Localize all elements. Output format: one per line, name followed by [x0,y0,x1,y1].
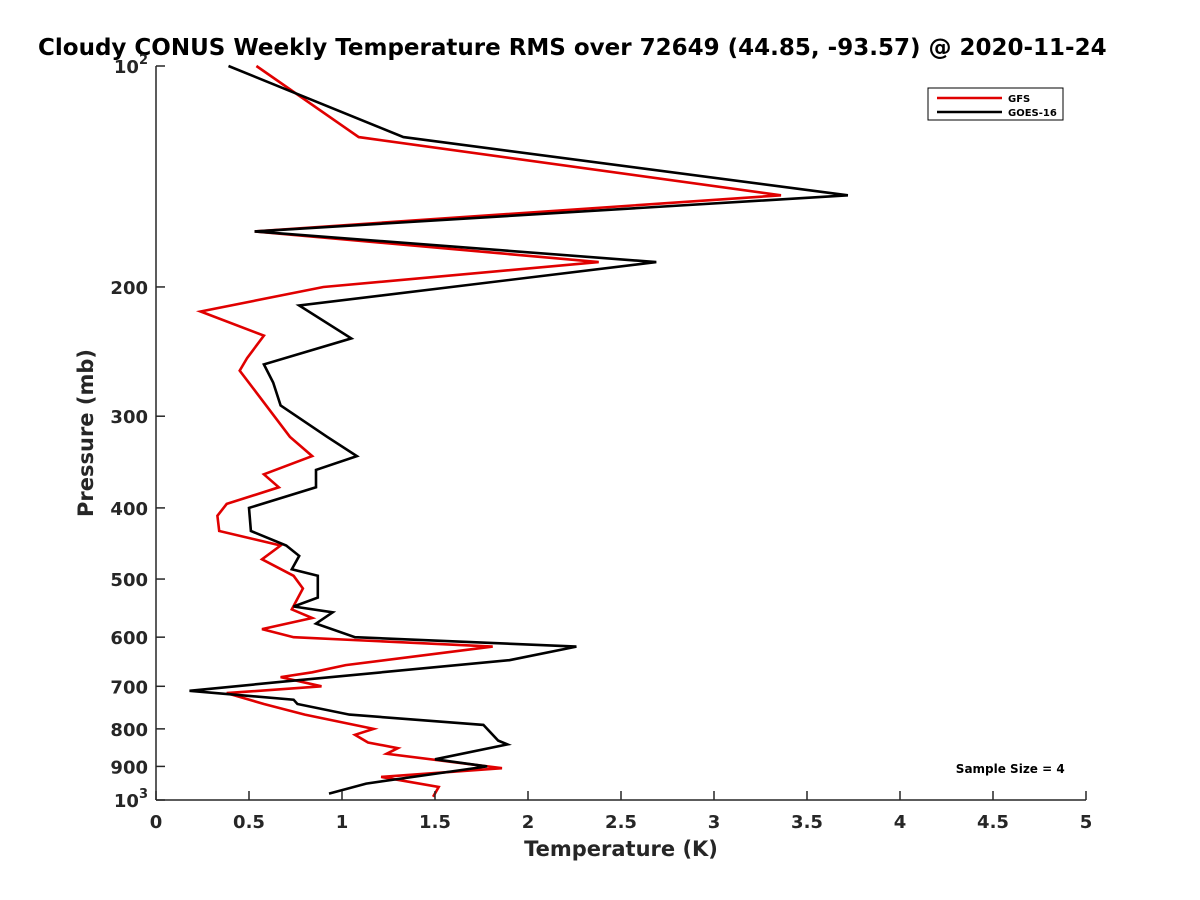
series-layer [189,64,849,798]
annotations: Sample Size = 4 [956,762,1065,776]
sample-size-annotation: Sample Size = 4 [956,762,1065,776]
y-tick-label: 600 [110,628,148,649]
x-tick-label: 0 [150,812,163,833]
y-tick-label: 102 [114,53,148,78]
x-tick-label: 2.5 [605,812,637,833]
x-tick-label: 2 [522,812,535,833]
y-tick-label: 200 [110,278,148,299]
x-axis-label: Temperature (K) [524,837,718,861]
x-tick-label: 0.5 [233,812,265,833]
y-ticks: 102 200 300 400 500 600 700 800 900 103 [110,53,165,812]
x-tick-label: 1 [336,812,349,833]
legend-box [927,87,1064,121]
y-tick-label: 700 [110,677,148,698]
y-tick-label: 800 [110,720,148,741]
y-tick-label: 900 [110,757,148,778]
y-tick-label: 103 [114,787,148,812]
y-tick-label: 400 [110,499,148,520]
series-line-gfs [195,64,782,798]
legend-label: GFS [1008,94,1030,105]
plot-area: 0 0.5 1 1.5 2 2.5 3 3.5 4 4.5 5 102 200 300 400 500 600… [110,53,1092,833]
series-line-goes-16 [189,64,849,795]
x-tick-label: 3.5 [791,812,823,833]
y-tick-label: 500 [110,570,148,591]
y-tick-label: 300 [110,407,148,428]
x-ticks: 0 0.5 1 1.5 2 2.5 3 3.5 4 4.5 5 [150,791,1093,833]
legend-label: GOES-16 [1008,108,1057,119]
x-tick-label: 4 [894,812,907,833]
x-tick-label: 3 [708,812,721,833]
legend: GFS GOES-16 [927,87,1064,121]
x-tick-label: 5 [1080,812,1093,833]
y-axis-label: Pressure (mb) [74,349,98,517]
x-tick-label: 4.5 [977,812,1009,833]
x-tick-label: 1.5 [419,812,451,833]
chart-title: Cloudy CONUS Weekly Temperature RMS over… [38,35,1107,61]
